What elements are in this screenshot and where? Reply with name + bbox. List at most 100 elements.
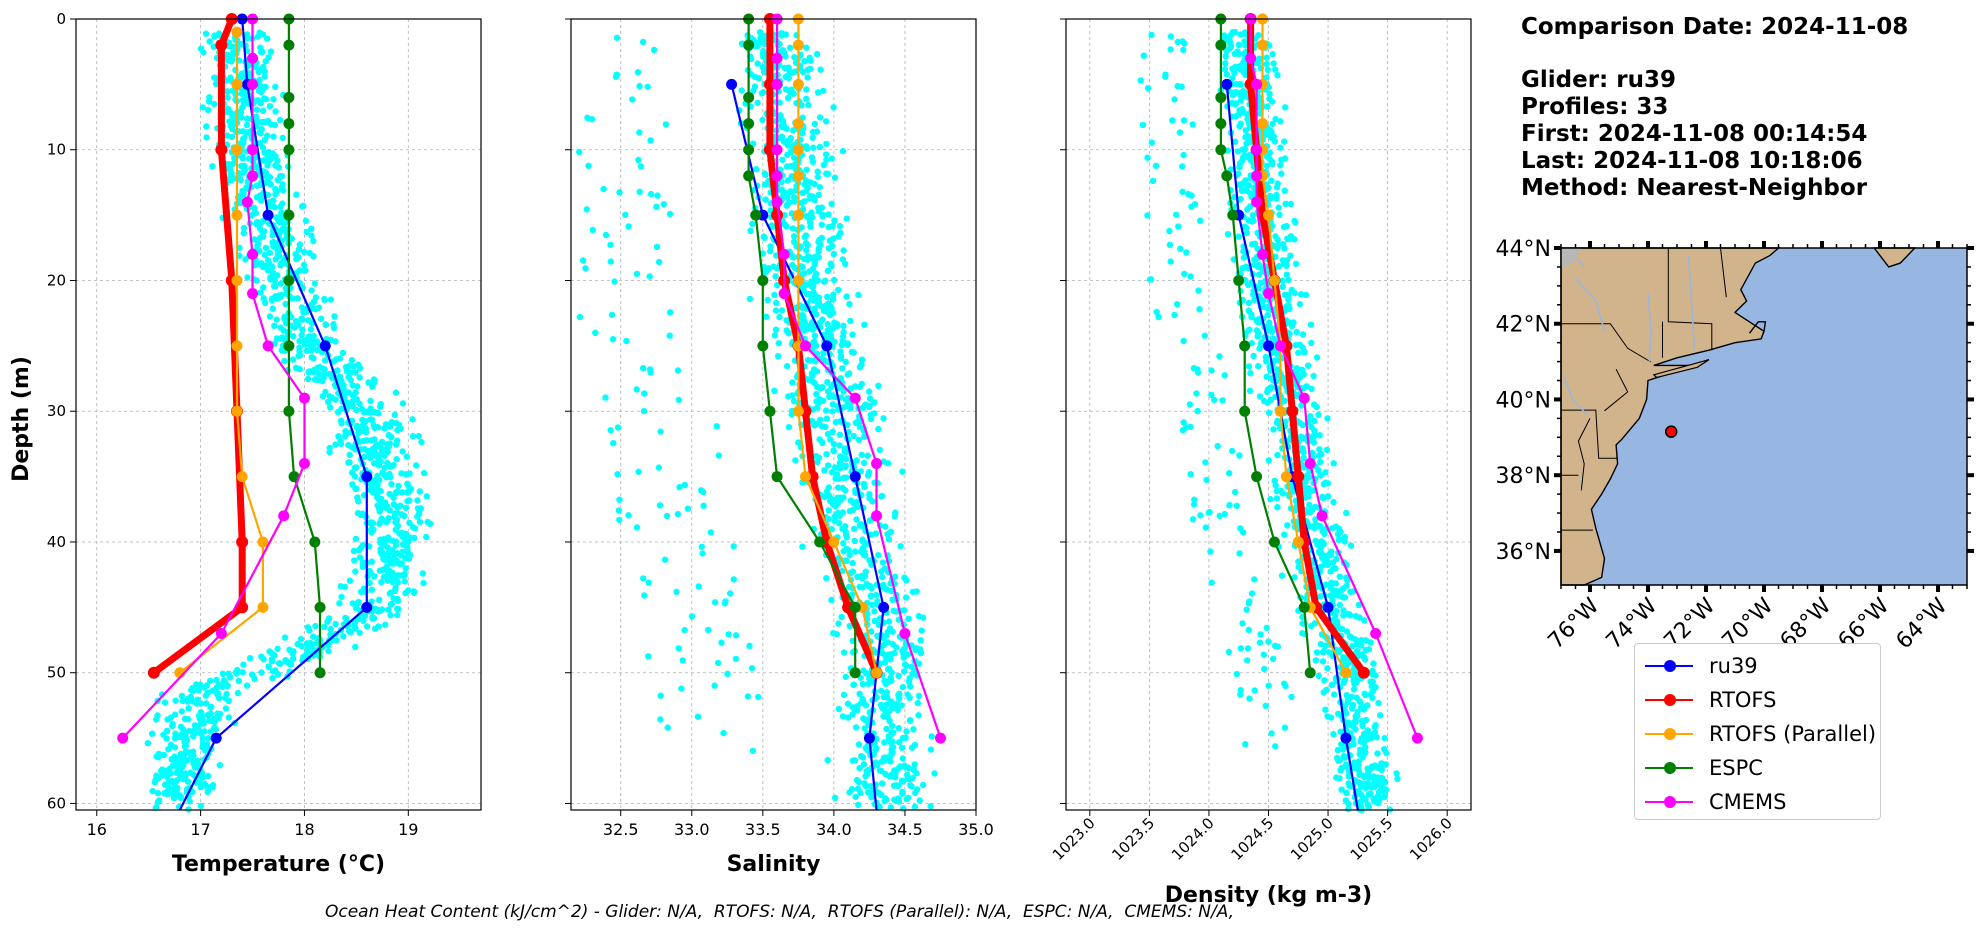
glider-point <box>401 578 408 585</box>
glider-point <box>607 258 614 265</box>
glider-point <box>1285 276 1292 284</box>
glider-point <box>384 536 391 544</box>
glider-point <box>197 783 204 791</box>
glider-point <box>888 677 895 684</box>
glider-point <box>1381 734 1388 742</box>
series-marker <box>231 209 243 221</box>
glider-point <box>715 452 723 459</box>
glider-point <box>1368 734 1375 742</box>
glider-point <box>385 606 392 613</box>
glider-point <box>251 204 258 212</box>
glider-point <box>588 116 596 123</box>
glider-point <box>1226 502 1233 509</box>
series-marker <box>771 209 784 222</box>
glider-point <box>224 56 232 64</box>
glider-point <box>1180 151 1187 159</box>
glider-point <box>886 753 894 761</box>
glider-point <box>636 82 643 90</box>
glider-point <box>384 459 391 467</box>
glider-point <box>206 38 213 45</box>
glider-point <box>1345 719 1352 726</box>
glider-point <box>222 678 229 686</box>
glider-point <box>1275 204 1283 211</box>
glider-point <box>1244 206 1251 213</box>
series-marker <box>1251 144 1263 156</box>
series-marker <box>262 340 274 352</box>
glider-point <box>772 326 780 333</box>
glider-point <box>861 572 869 580</box>
x-tick-label: 1023.5 <box>1108 814 1158 864</box>
glider-point <box>1239 620 1246 627</box>
glider-point <box>809 158 817 165</box>
glider-point <box>324 398 332 406</box>
glider-point <box>634 69 642 76</box>
glider-point <box>1337 528 1344 535</box>
series-marker <box>1215 91 1227 103</box>
glider-point <box>879 650 886 657</box>
glider-point <box>773 299 780 307</box>
glider-point <box>1281 531 1288 538</box>
glider-point <box>908 663 915 670</box>
glider-point <box>859 536 866 543</box>
glider-point <box>901 661 909 668</box>
glider-point <box>790 233 798 240</box>
glider-point <box>802 177 809 184</box>
glider-point <box>326 370 333 378</box>
glider-point <box>1292 219 1299 226</box>
glider-point <box>409 524 416 531</box>
glider-point <box>899 790 906 797</box>
glider-point <box>645 579 652 586</box>
glider-point <box>846 300 853 308</box>
glider-point <box>257 289 264 296</box>
glider-point <box>312 622 319 630</box>
glider-point <box>416 518 424 526</box>
y-tick-label: 0 <box>56 10 66 28</box>
series-marker <box>288 471 300 483</box>
glider-point <box>1343 509 1350 517</box>
glider-point <box>331 313 338 320</box>
state-border <box>1667 248 1713 351</box>
glider-point <box>1369 782 1376 789</box>
glider-point <box>1272 743 1279 750</box>
glider-point <box>852 501 860 508</box>
glider-point <box>1245 626 1253 634</box>
glider-point <box>904 771 911 778</box>
glider-point <box>1186 401 1194 408</box>
glider-point <box>324 618 331 625</box>
glider-point <box>917 649 925 657</box>
glider-point <box>295 246 303 253</box>
glider-point <box>350 547 358 555</box>
glider-point <box>1237 120 1244 127</box>
glider-point <box>402 589 409 597</box>
glider-point <box>1298 402 1305 409</box>
glider-point <box>303 640 311 647</box>
glider-point <box>1271 348 1278 355</box>
glider-point <box>763 313 770 320</box>
glider-point <box>192 729 200 737</box>
glider-point <box>820 307 828 315</box>
glider-point <box>898 744 906 751</box>
glider-point <box>792 457 799 464</box>
glider-point <box>304 624 312 631</box>
glider-point <box>1265 184 1272 191</box>
glider-point <box>1263 162 1271 170</box>
x-tick-label: 17 <box>190 820 210 839</box>
series-marker <box>1251 471 1263 483</box>
glider-point <box>427 520 434 527</box>
glider-point <box>265 663 272 670</box>
glider-point <box>849 591 856 598</box>
glider-point <box>266 249 274 257</box>
glider-point <box>839 713 847 720</box>
series-marker <box>1304 458 1316 470</box>
glider-point <box>828 596 835 604</box>
glider-point <box>1243 140 1250 147</box>
glider-point <box>1224 231 1232 238</box>
glider-point <box>602 231 610 239</box>
glider-point <box>824 293 831 301</box>
glider-point <box>394 504 401 511</box>
glider-point <box>1362 744 1369 751</box>
glider-point <box>1306 501 1313 509</box>
glider-point <box>681 626 688 634</box>
glider-point <box>367 486 374 493</box>
